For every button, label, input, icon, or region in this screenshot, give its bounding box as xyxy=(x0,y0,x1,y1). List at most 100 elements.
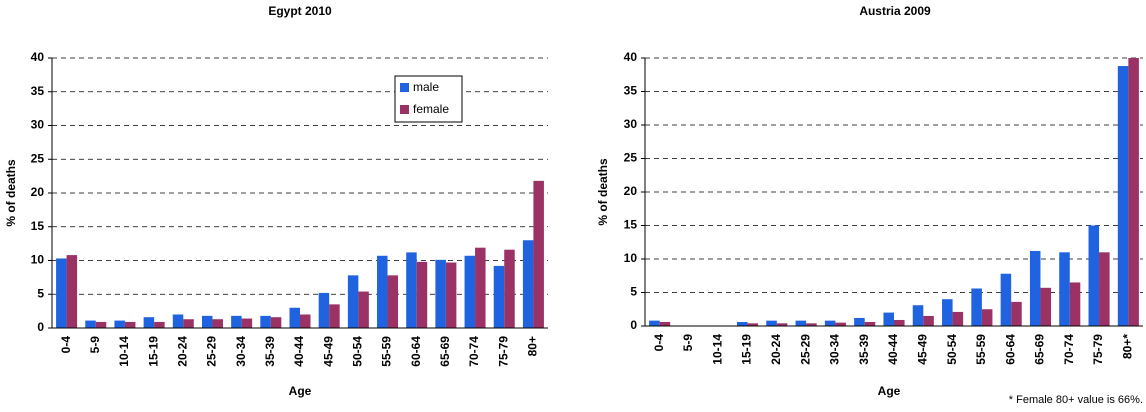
x-tick-label: 70-74 xyxy=(467,336,481,367)
bar xyxy=(114,320,125,328)
bar xyxy=(824,320,836,326)
x-tick-label: 80+* xyxy=(1121,334,1135,359)
x-tick-label: 15-19 xyxy=(740,334,754,365)
y-tick-label: 15 xyxy=(31,219,45,233)
x-tick-label: 30-34 xyxy=(234,336,248,367)
x-tick-label: 10-14 xyxy=(710,334,724,365)
y-tick-label: 10 xyxy=(31,253,45,267)
bar xyxy=(1059,252,1070,326)
bar xyxy=(329,304,340,328)
bar xyxy=(475,247,486,328)
bar xyxy=(1011,301,1022,326)
bar xyxy=(1099,252,1110,326)
x-tick-label: 5-9 xyxy=(88,336,102,354)
x-tick-label: 75-79 xyxy=(496,336,510,367)
bar xyxy=(522,240,534,328)
x-tick-label: 50-54 xyxy=(945,334,959,365)
bar xyxy=(124,321,136,328)
x-tick-label: 50-54 xyxy=(351,336,365,367)
bar xyxy=(201,315,213,328)
x-tick-label: 55-59 xyxy=(974,334,988,365)
legend-box xyxy=(394,75,463,123)
y-tick-label: 25 xyxy=(31,151,45,165)
legend-swatch xyxy=(400,105,409,114)
y-tick-label: 20 xyxy=(624,184,638,198)
x-axis-label: Age xyxy=(878,384,901,398)
bar xyxy=(143,317,155,328)
bar xyxy=(923,315,934,326)
bar xyxy=(504,249,515,328)
y-tick-label: 25 xyxy=(624,151,638,165)
bar xyxy=(971,288,982,326)
bar xyxy=(1128,58,1139,326)
bar xyxy=(406,252,417,328)
bar xyxy=(659,321,671,326)
y-tick-label: 35 xyxy=(624,84,638,98)
x-tick-label: 20-24 xyxy=(175,336,189,367)
x-tick-label: 60-64 xyxy=(409,336,423,367)
bar xyxy=(377,255,388,328)
x-tick-label: 80+ xyxy=(526,336,540,356)
y-tick-label: 15 xyxy=(624,218,638,232)
bar xyxy=(864,321,876,326)
bars xyxy=(649,58,1139,326)
x-tick-label: 0-4 xyxy=(59,336,73,354)
y-tick-label: 20 xyxy=(31,185,45,199)
legend-label: female xyxy=(413,102,449,116)
y-tick-label: 30 xyxy=(31,118,45,132)
bar xyxy=(981,309,993,326)
bar xyxy=(212,319,223,328)
bar xyxy=(766,320,777,326)
bar xyxy=(854,317,865,326)
bar xyxy=(493,265,505,328)
x-tick-label: 45-49 xyxy=(915,334,929,365)
x-tick-label: 20-24 xyxy=(769,334,783,365)
bar xyxy=(183,319,194,328)
y-tick-label: 40 xyxy=(31,50,45,64)
x-tick-label: 5-9 xyxy=(681,334,695,352)
x-tick-label: 75-79 xyxy=(1091,334,1105,365)
bar xyxy=(533,180,544,328)
bar xyxy=(358,291,369,328)
bar xyxy=(95,321,107,328)
y-axis-label: % of deaths xyxy=(4,159,18,227)
y-tick-label: 0 xyxy=(37,320,44,334)
y-tick-label: 10 xyxy=(624,251,638,265)
bar xyxy=(56,258,67,328)
x-tick-label: 40-44 xyxy=(292,336,306,367)
bar xyxy=(318,292,330,328)
bar xyxy=(747,323,759,326)
y-tick-label: 40 xyxy=(624,50,638,64)
x-tick-label: 0-4 xyxy=(652,334,666,352)
bar xyxy=(942,299,953,326)
legend-swatch xyxy=(400,83,409,92)
bar xyxy=(231,315,242,328)
x-tick-label: 70-74 xyxy=(1062,334,1076,365)
x-axis-label: Age xyxy=(289,384,312,398)
bar xyxy=(154,321,165,328)
bar xyxy=(952,311,964,326)
bar xyxy=(289,307,300,328)
bar xyxy=(260,315,271,328)
bar xyxy=(270,317,282,328)
x-tick-label: 65-69 xyxy=(1033,334,1047,365)
legend-label: male xyxy=(413,80,439,94)
y-tick-label: 35 xyxy=(31,84,45,98)
bar xyxy=(241,318,253,328)
bar xyxy=(835,322,846,326)
bar xyxy=(66,255,78,328)
bar xyxy=(347,275,359,328)
bar xyxy=(1000,273,1012,326)
x-tick-label: 45-49 xyxy=(321,336,335,367)
bar xyxy=(416,261,428,328)
bar xyxy=(85,320,96,328)
y-tick-label: 0 xyxy=(630,318,637,332)
x-tick-label: 25-29 xyxy=(798,334,812,365)
bar xyxy=(464,255,476,328)
bar xyxy=(894,319,905,326)
x-tick-label: 55-59 xyxy=(380,336,394,367)
bar xyxy=(172,314,184,328)
bar xyxy=(1029,250,1041,326)
x-tick-label: 35-39 xyxy=(263,336,277,367)
